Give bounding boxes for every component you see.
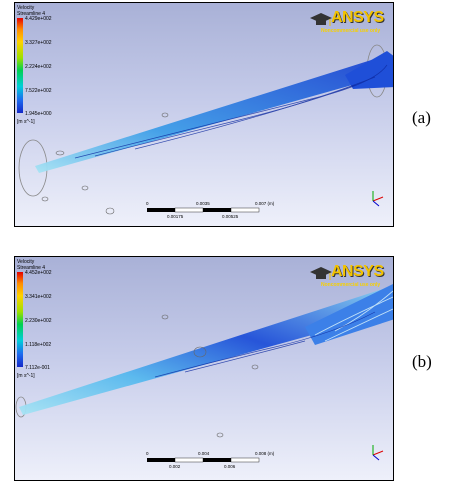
graduation-cap-icon	[310, 13, 332, 26]
simulation-panel-b: Velocity Streamline 4 4.452e+002 3.341e+…	[14, 256, 394, 481]
legend-value: 1.118e+002	[25, 342, 52, 348]
swirl-strands	[74, 64, 388, 159]
caption-a: (a)	[412, 108, 431, 127]
legend-unit: [m s^-1]	[17, 373, 35, 379]
debris-loops	[41, 112, 169, 215]
legend-value: 3.341e+002	[25, 294, 52, 300]
simulation-panel-a: Velocity Streamline 4 4.429e+002 3.327e+…	[14, 2, 394, 227]
ansys-logo: ANSYS Noncommercial use only	[309, 263, 389, 293]
color-legend-bar	[17, 18, 23, 113]
ansys-subtitle: Noncommercial use only	[321, 282, 381, 288]
jet-streamlines	[35, 55, 393, 173]
legend-value-max: 4.452e+002	[25, 270, 52, 276]
legend-title: Velocity Streamline 4	[17, 259, 46, 271]
scale-tick: 0	[146, 451, 149, 456]
legend-value-min: 7.112e-001	[25, 365, 50, 371]
legend-value-min: 1.945e+000	[25, 111, 52, 117]
scale-tick: 0.006	[224, 464, 236, 469]
axis-triad-icon	[372, 445, 384, 461]
scale-bar	[147, 207, 260, 213]
ansys-brand: ANSYS	[331, 263, 384, 280]
ansys-logo: ANSYS Noncommercial use only	[309, 9, 389, 39]
legend-value: 2.224e+002	[25, 64, 52, 70]
scale-tick: 0.002	[169, 464, 181, 469]
swirl-strands-dark	[154, 311, 376, 378]
color-legend-bar	[17, 272, 23, 367]
ansys-brand: ANSYS	[331, 9, 384, 26]
scale-tick: 0.004	[198, 451, 210, 456]
scale-tick: 0.00175	[167, 214, 184, 219]
scale-tick: 0	[146, 201, 149, 206]
scale-tick: 0.0035	[196, 201, 210, 206]
caption-b: (b)	[412, 352, 432, 371]
scale-tick: 0.00525	[222, 214, 239, 219]
jet-streamlines	[19, 285, 393, 415]
streamline-render-b	[15, 283, 393, 463]
axis-triad-icon	[372, 191, 384, 207]
ansys-subtitle: Noncommercial use only	[321, 28, 381, 34]
legend-value: 2.230e+002	[25, 318, 52, 324]
scale-tick: 0.007 (m)	[255, 201, 275, 206]
jet-spray	[305, 283, 393, 345]
legend-title: Velocity Streamline 4	[17, 5, 46, 17]
swirl-strands	[314, 290, 393, 342]
legend-value-max: 4.429e+002	[25, 16, 52, 22]
legend-unit: [m s^-1]	[17, 119, 35, 125]
scale-tick: 0.008 (m)	[255, 451, 275, 456]
debris-loops	[161, 314, 259, 438]
graduation-cap-icon	[310, 267, 332, 280]
legend-value: 3.327e+002	[25, 40, 52, 46]
streamline-render-a	[18, 44, 393, 215]
legend-value: 7.522e+002	[25, 88, 52, 94]
scale-bar	[147, 457, 260, 463]
jet-spray	[345, 51, 393, 89]
